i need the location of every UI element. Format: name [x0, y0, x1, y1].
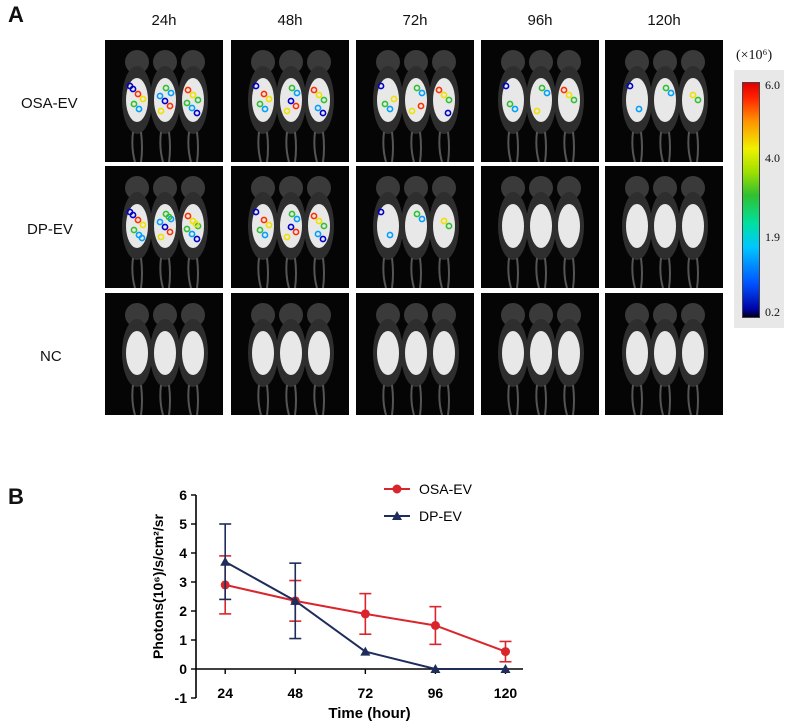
mouse-image	[231, 293, 349, 415]
group-label: DP-EV	[27, 221, 73, 238]
mouse-image	[356, 293, 474, 415]
colorbar-tick: 1.9	[765, 230, 780, 244]
y-tick-label: 4	[179, 545, 187, 561]
colorbar-tick: 0.2	[765, 305, 780, 319]
legend-label: OSA-EV	[419, 481, 473, 497]
mouse-image	[105, 293, 223, 415]
mouse-image	[481, 166, 599, 288]
mouse-image	[481, 293, 599, 415]
data-point-dp-ev	[430, 664, 441, 673]
mouse-image	[356, 40, 474, 162]
data-point-dp-ev	[500, 664, 511, 673]
data-point-osa-ev	[430, 621, 440, 630]
y-axis-label: Photons(10⁶)/s/cm²/sr	[150, 513, 166, 658]
y-tick-label: 1	[179, 632, 187, 648]
y-tick-label: 3	[179, 574, 187, 590]
data-point-dp-ev	[392, 511, 402, 520]
colorbar-tick: 6.0	[765, 78, 780, 92]
x-axis-label: Time (hour)	[328, 705, 410, 722]
data-point-osa-ev	[360, 609, 370, 619]
mouse-image	[605, 40, 723, 162]
series-dp-ev	[219, 523, 511, 673]
series-osa-ev	[219, 555, 512, 663]
line-chart: -1 0 1 2 3 4 5 6 24 48 72 96 120 Time (hour) Photons(1…	[150, 481, 523, 722]
colorbar-gradient	[742, 82, 760, 318]
mouse-image	[105, 166, 223, 288]
mouse-image	[605, 166, 723, 288]
data-point-dp-ev	[360, 646, 371, 656]
data-point-osa-ev	[392, 484, 402, 494]
data-point-osa-ev	[500, 647, 510, 657]
y-tick-label: -1	[175, 690, 188, 706]
timepoint-label: 96h	[527, 12, 553, 29]
y-tick-label: 2	[179, 603, 187, 619]
mouse-image	[481, 40, 599, 162]
x-tick-label: 72	[358, 685, 374, 701]
timepoint-label: 48h	[277, 12, 303, 29]
panel-a-letter: A	[8, 2, 24, 27]
group-label: OSA-EV	[21, 95, 78, 112]
timepoint-label: 24h	[151, 12, 177, 29]
y-tick-label: 6	[179, 487, 187, 503]
mouse-image	[105, 40, 223, 162]
x-tick-label: 96	[428, 685, 444, 701]
x-tick-label: 48	[287, 685, 303, 701]
mouse-image	[605, 293, 723, 415]
y-tick-label: 5	[179, 516, 187, 532]
colorbar-unit: (×10⁶)	[736, 48, 773, 63]
timepoint-label: 72h	[402, 12, 428, 29]
timepoint-label: 120h	[647, 12, 681, 29]
legend-label: DP-EV	[419, 508, 462, 524]
mouse-image	[231, 40, 349, 162]
mouse-image	[231, 166, 349, 288]
data-point-dp-ev	[220, 556, 231, 566]
mouse-image	[356, 166, 474, 288]
data-point-dp-ev	[290, 595, 301, 605]
x-tick-label: 120	[494, 685, 518, 701]
group-label: NC	[40, 348, 62, 365]
x-tick-label: 24	[217, 685, 233, 701]
colorbar-tick: 4.0	[765, 151, 780, 165]
y-tick-label: 0	[179, 661, 187, 677]
panel-b-letter: B	[8, 484, 24, 509]
